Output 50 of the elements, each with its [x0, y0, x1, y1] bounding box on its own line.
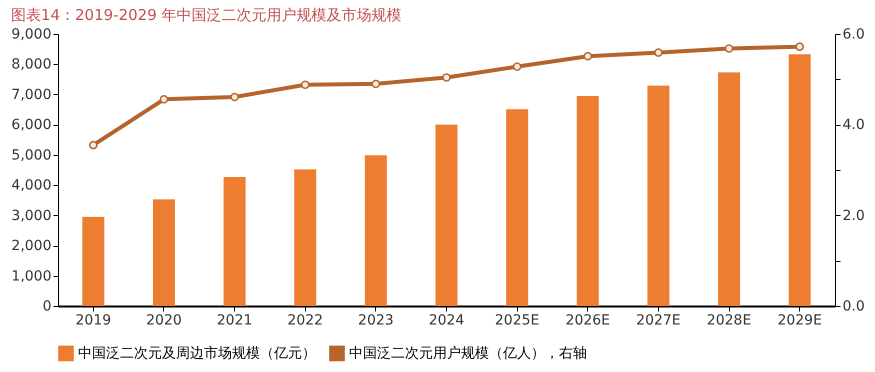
- y-tick-label: 6,000: [11, 117, 52, 134]
- bar: [788, 54, 811, 306]
- chart-title: 图表14：2019-2029 年中国泛二次元用户规模及市场规模: [10, 6, 402, 24]
- y2-tick-label: 6.0: [842, 26, 865, 42]
- bar: [436, 124, 458, 306]
- y2-tick-label: 0.0: [842, 298, 865, 314]
- bar: [224, 176, 246, 306]
- x-tick-label: 2021: [216, 312, 252, 328]
- x-tick-label: 2023: [358, 312, 394, 328]
- point: [89, 140, 98, 150]
- point: [442, 73, 451, 82]
- point: [230, 92, 239, 102]
- point: [160, 95, 168, 104]
- point: [583, 52, 592, 60]
- x-tick-label: 2028E: [706, 312, 752, 328]
- legend-label: 中国泛二次元及周边市场规模（亿元）: [78, 345, 316, 362]
- bar: [718, 72, 740, 306]
- bar: [576, 96, 599, 306]
- y-tick-label: 4,000: [11, 178, 52, 194]
- y-tick-label: 2,000: [11, 238, 52, 254]
- point: [512, 62, 522, 71]
- x-tick-label: 2027E: [636, 312, 681, 328]
- point: [654, 48, 663, 57]
- bar: [364, 155, 387, 306]
- bar: [152, 199, 175, 306]
- x-tick-label: 2022: [287, 312, 324, 328]
- y-tick-label: 9,000: [11, 26, 52, 42]
- bar: [294, 169, 316, 306]
- bar: [82, 216, 104, 306]
- x-tick-label: 2020: [146, 312, 182, 328]
- point: [724, 44, 734, 53]
- legend-label: 中国泛二次元用户规模（亿人），右轴: [349, 345, 587, 362]
- point: [372, 80, 380, 88]
- y-tick-label: 0: [42, 298, 52, 314]
- x-tick-label: 2019: [76, 312, 112, 328]
- y-tick-label: 7,000: [11, 86, 52, 103]
- y-tick-label: 1,000: [11, 268, 52, 284]
- point: [300, 80, 310, 90]
- y-tick-label: 5,000: [11, 147, 52, 164]
- y2-tick-label: 2.0: [842, 208, 865, 224]
- y2-tick-label: 4.0: [842, 117, 865, 134]
- x-tick-label: 2024: [428, 312, 464, 328]
- y-tick-label: 8,000: [11, 56, 52, 73]
- point: [795, 42, 804, 51]
- x-tick-label: 2029E: [777, 312, 822, 328]
- bar: [647, 86, 670, 306]
- x-tick-label: 2025E: [494, 312, 540, 328]
- y-tick-label: 3,000: [11, 208, 52, 224]
- bar: [506, 109, 528, 306]
- x-tick-label: 2026E: [566, 312, 610, 328]
